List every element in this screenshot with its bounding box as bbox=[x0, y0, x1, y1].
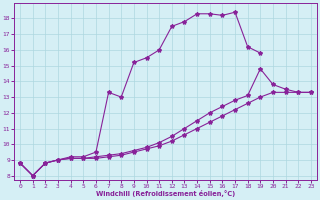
X-axis label: Windchill (Refroidissement éolien,°C): Windchill (Refroidissement éolien,°C) bbox=[96, 190, 235, 197]
